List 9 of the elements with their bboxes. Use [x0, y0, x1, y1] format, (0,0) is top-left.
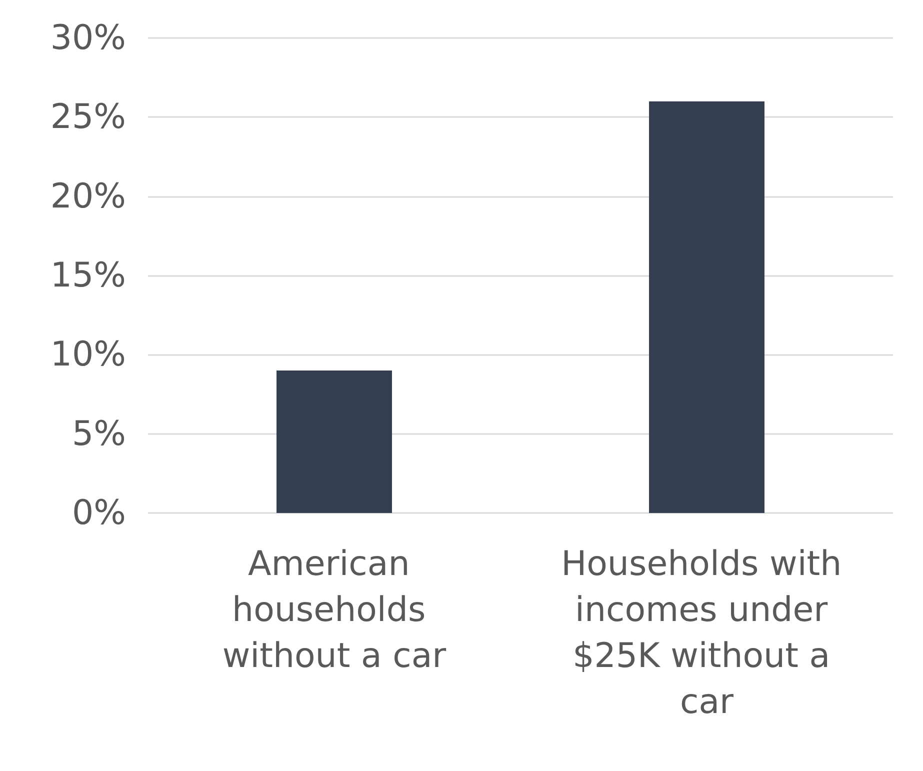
y-tick-label: 30%: [50, 18, 126, 58]
y-tick-label: 15%: [50, 256, 126, 296]
y-tick-label: 20%: [50, 176, 126, 216]
y-tick-label: 25%: [50, 97, 126, 138]
x-tick-label: Households with incomes under $25K without a car: [561, 544, 852, 722]
y-tick-label: 0%: [72, 493, 126, 533]
x-tick-label: American households without a car: [222, 544, 446, 676]
y-tick-label: 10%: [50, 334, 126, 375]
y-tick-label: 5%: [72, 414, 126, 454]
